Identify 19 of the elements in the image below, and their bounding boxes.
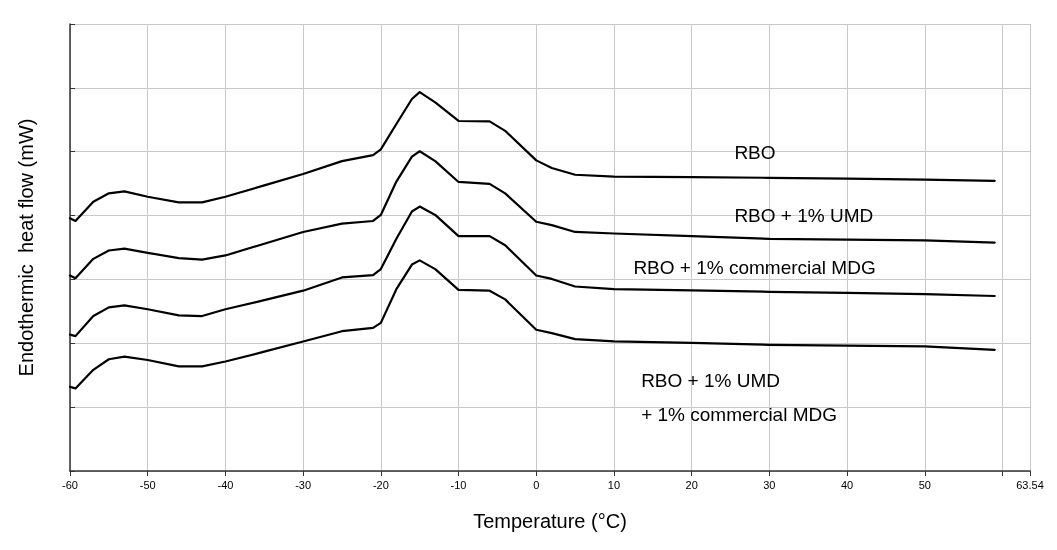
- x-tick-label: -10: [450, 478, 467, 491]
- x-tick-label: 10: [607, 478, 621, 491]
- y-axis-title: Endothermic heat flow (mW): [15, 118, 37, 377]
- x-tick-label: -30: [295, 478, 312, 491]
- x-tick-label: -60: [62, 478, 78, 491]
- series-label: RBO + 1% commercial MDG: [633, 256, 876, 278]
- x-tick-label: 40: [840, 478, 854, 491]
- x-tick-label: 0: [533, 478, 540, 491]
- x-tick-label: 50: [918, 478, 931, 491]
- series-label: RBO: [734, 142, 776, 164]
- x-tick-label: 20: [685, 478, 698, 491]
- x-tick-label: 63.54: [1016, 478, 1044, 491]
- series-label: RBO + 1% UMD + 1% commercial MDG: [641, 369, 838, 425]
- x-tick-label: -50: [139, 478, 156, 491]
- series-label: RBO + 1% UMD: [734, 205, 874, 227]
- x-tick-label: -20: [372, 478, 389, 491]
- x-tick-label: -40: [217, 478, 234, 491]
- x-tick-label: 30: [763, 478, 776, 491]
- x-axis-title: Temperature (°C): [473, 510, 627, 532]
